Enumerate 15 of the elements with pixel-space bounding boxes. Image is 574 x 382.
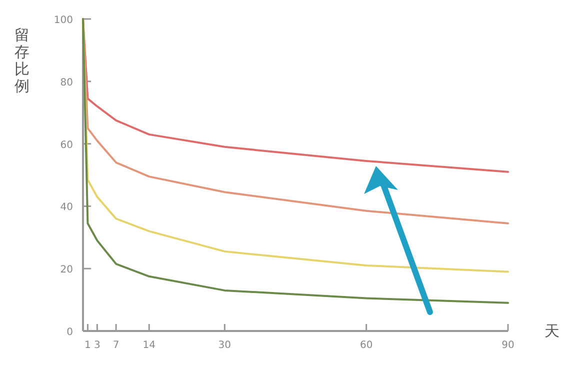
y-tick-label: 0 [66, 327, 73, 338]
x-axis-title: 天 [544, 322, 560, 340]
x-tick-label: 30 [218, 340, 232, 351]
y-tick-label: 60 [60, 140, 73, 151]
y-tick-label: 20 [60, 264, 73, 276]
y-tick-label: 100 [54, 15, 73, 26]
y-tick-label: 80 [60, 77, 73, 88]
y-axis-title: 留存比例 [14, 26, 30, 95]
x-tick-label: 1 [84, 340, 91, 351]
y-tick-label: 40 [60, 202, 73, 214]
x-tick-label: 60 [360, 340, 373, 351]
x-tick-label: 7 [112, 340, 120, 351]
x-tick-label: 90 [502, 340, 514, 351]
x-tick-label: 14 [142, 340, 156, 351]
x-tick-label: 3 [94, 340, 100, 351]
